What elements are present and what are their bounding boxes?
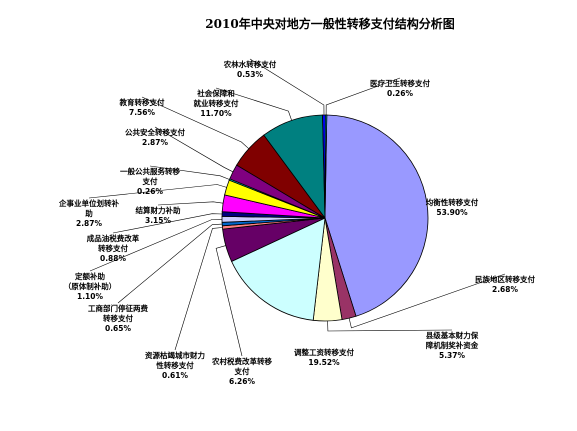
slice-label: 资源枯竭城市财力性转移支付 0.61%: [145, 350, 205, 380]
slice-label: 结算财力补助 3.15%: [136, 205, 181, 225]
slice-label: 县级基本财力保障机制奖补资金 5.37%: [426, 330, 479, 360]
leader-line: [88, 184, 227, 199]
slice-label: 企事业单位划转补助 2.87%: [58, 198, 119, 228]
pie-slice: [324, 114, 429, 317]
pie-slice: [231, 217, 326, 321]
leader-lines: [88, 58, 506, 357]
leader-line: [154, 126, 234, 173]
leader-line: [157, 201, 224, 206]
slice-label: 民族地区转移支付 2.68%: [475, 274, 535, 294]
slice-label: 教育转移支付 7.56%: [119, 97, 165, 117]
slice-labels: 均衡性转移支付 53.90% 民族地区转移支付 2.68% 县级基本财力保障机制奖补资金…: [58, 59, 535, 386]
leader-line: [141, 96, 250, 149]
slice-label: 成品油税费改革转移支付 0.88%: [87, 233, 140, 263]
leader-line: [327, 320, 453, 332]
leader-line: [112, 213, 223, 234]
leader-line: [348, 273, 506, 329]
leader-line: [325, 77, 401, 116]
slice-label: 一般公共服务转移支付 0.26%: [120, 166, 180, 196]
slice-label: 农林水转移支付 0.53%: [223, 59, 277, 79]
slice-label: 公共安全转移支付 2.87%: [125, 127, 185, 147]
leader-line: [89, 219, 223, 272]
slice-label: 定额补助（原体制补助） 1.10%: [64, 271, 117, 301]
slice-label: 调整工资转移支付 19.52%: [294, 347, 354, 367]
slice-label: 均衡性转移支付 53.90%: [426, 197, 479, 217]
pie-slice: [324, 114, 328, 219]
leader-line: [215, 87, 292, 121]
leader-line: [249, 58, 325, 116]
chart-title: 2010年中央对地方一般性转移支付结构分析图: [205, 16, 454, 31]
slice-label: 社会保障和就业转移支付 11.70%: [194, 88, 239, 118]
slice-label: 工商部门停征两费转移支付 0.65%: [88, 303, 148, 333]
slice-label: 医疗卫生转移支付 0.26%: [370, 78, 430, 98]
leader-line: [215, 245, 243, 357]
leader-line: [174, 227, 223, 351]
leader-line: [149, 165, 230, 180]
leader-line: [117, 223, 223, 304]
slice-label: 农村税费改革转移支付 6.26%: [211, 356, 272, 386]
pie-slices: [221, 114, 429, 322]
